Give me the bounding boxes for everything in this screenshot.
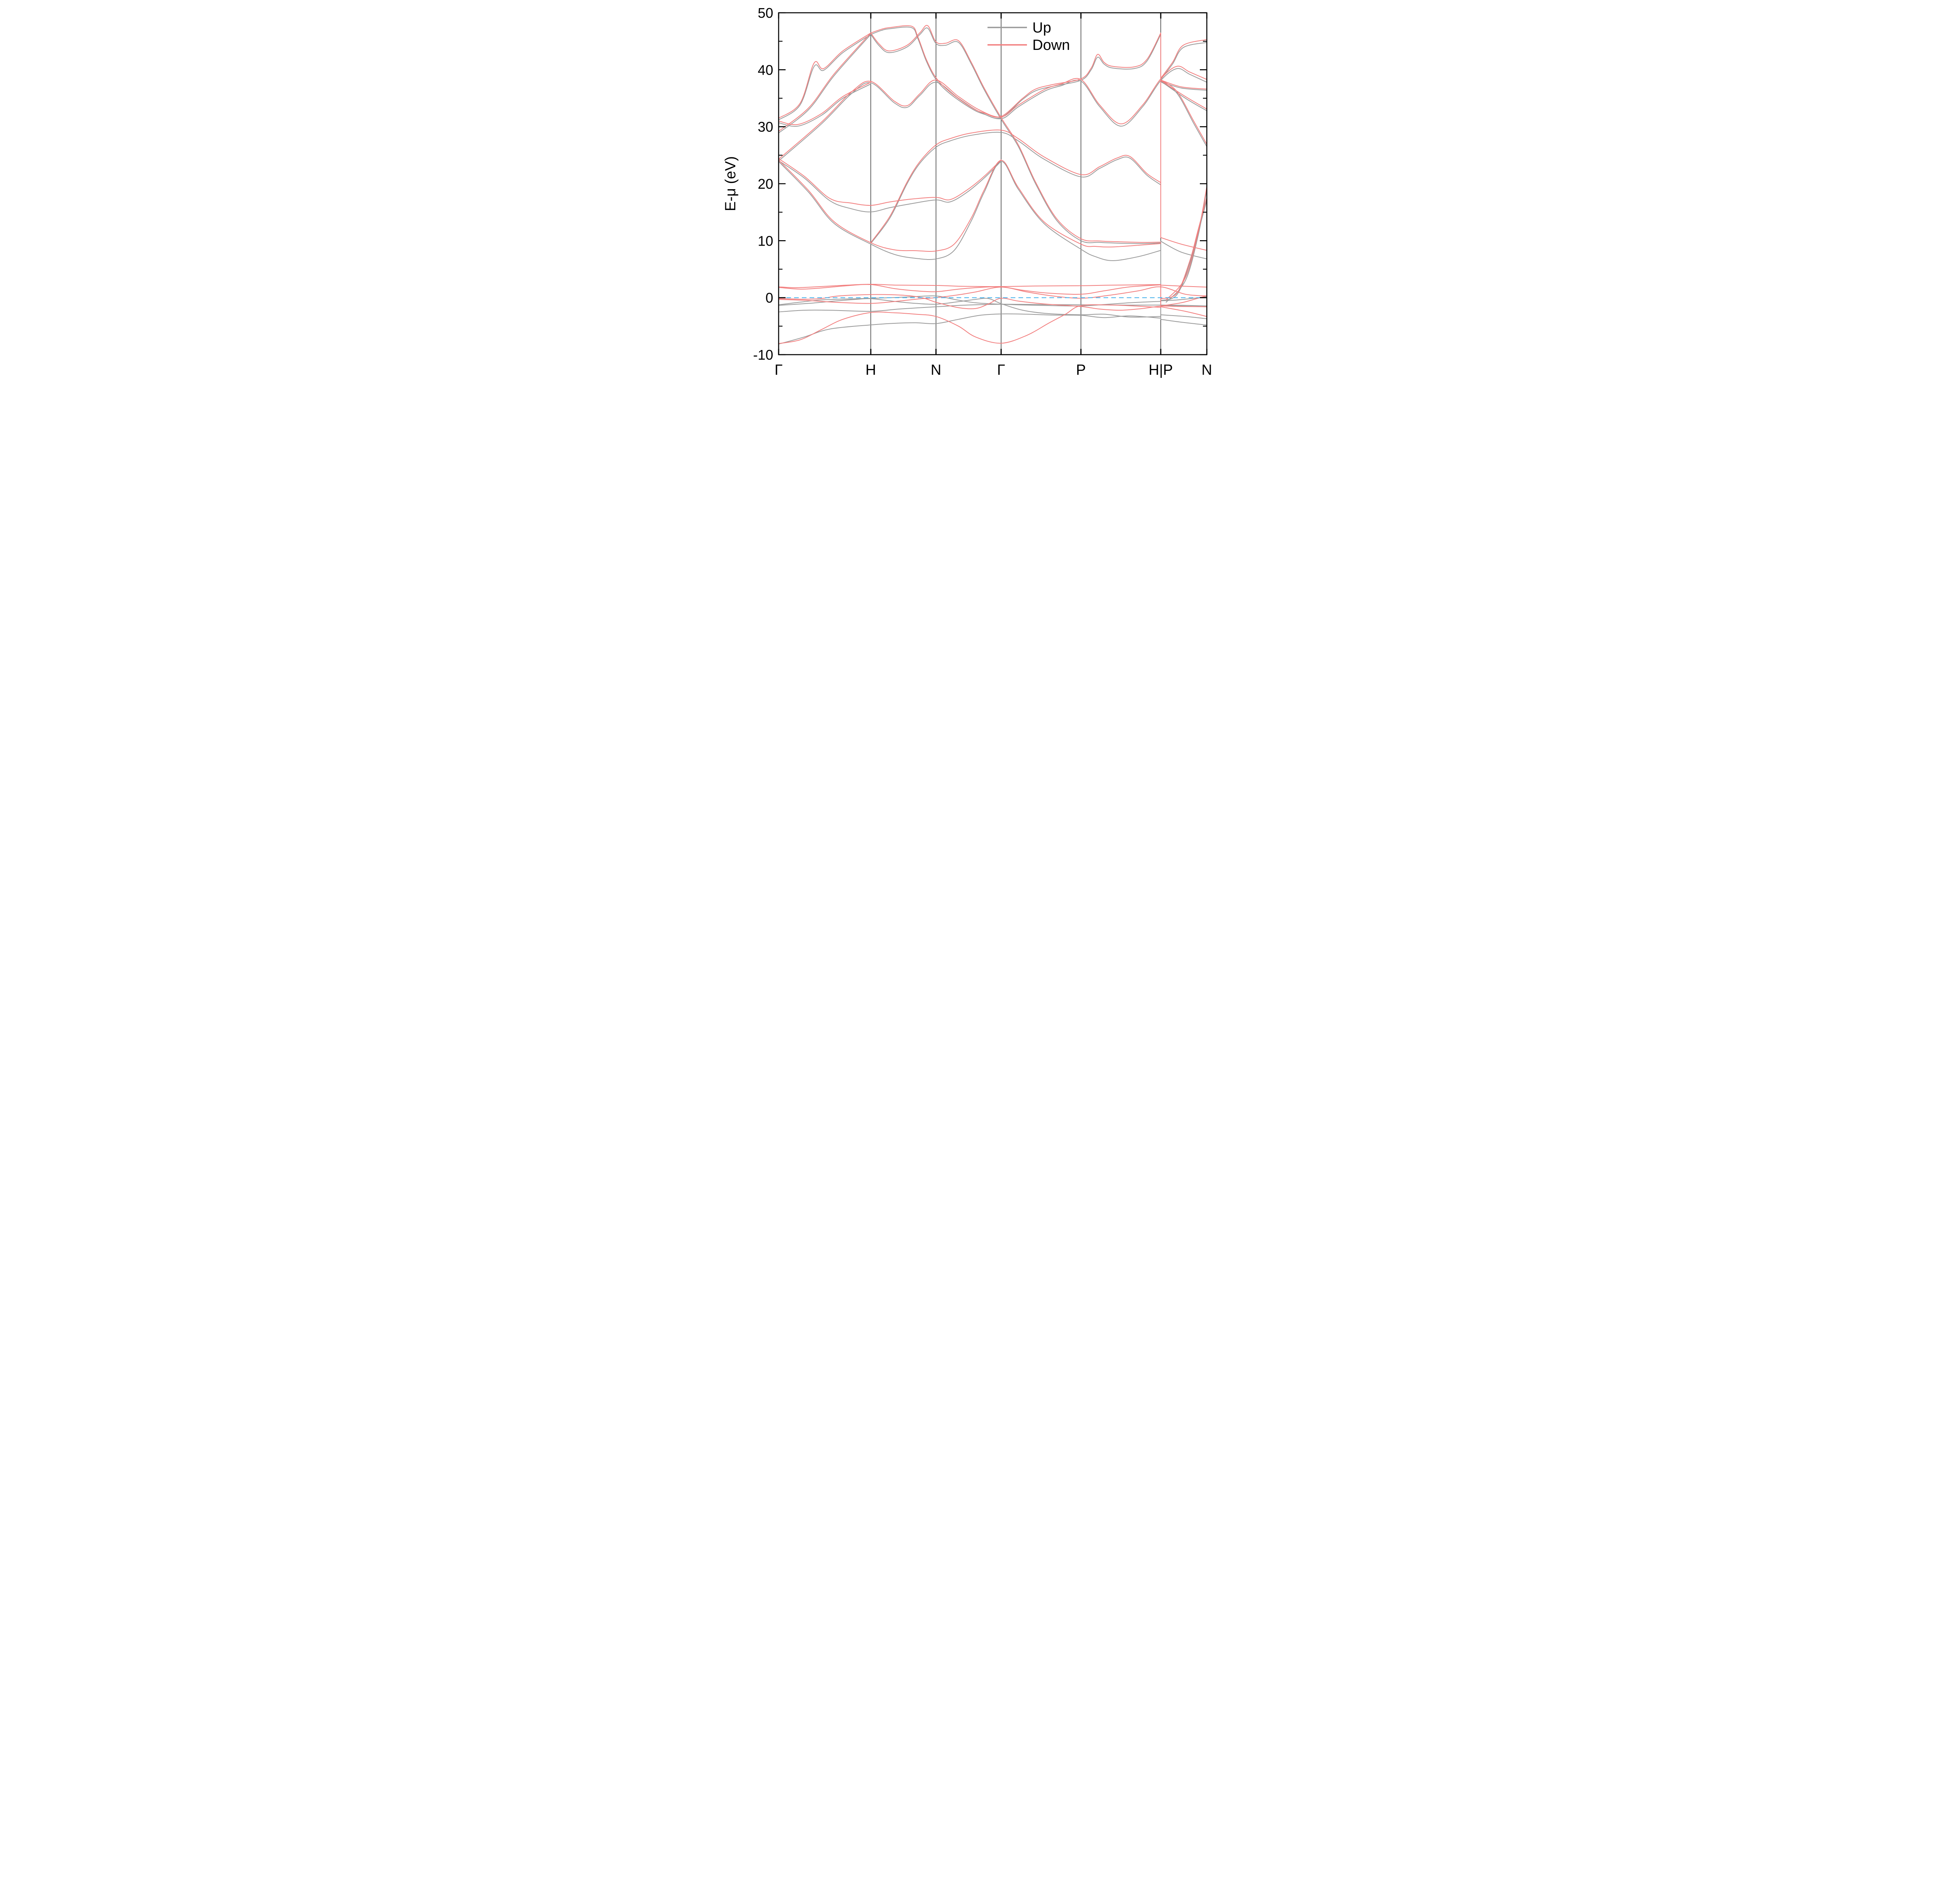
band-down-15 (778, 304, 1207, 344)
y-tick-labels: -10 0 10 20 30 40 50 (753, 5, 773, 363)
band-down-10 (870, 129, 1161, 243)
band-down-4 (870, 25, 1207, 251)
band-down-17 (778, 284, 1207, 306)
y-axis-label: E-μ (eV) (723, 156, 739, 211)
band-up-12 (1160, 80, 1207, 111)
bands-up (778, 26, 1207, 345)
band-up-4 (870, 26, 1207, 119)
x-tick-label-1: H (865, 362, 876, 378)
band-down-18 (778, 294, 1207, 311)
legend-up-label: Up (1032, 20, 1051, 36)
y-tick-label-50: 50 (758, 5, 773, 21)
band-up-13 (1160, 42, 1207, 80)
band-down-3 (778, 66, 1207, 160)
band-down-0 (778, 32, 871, 119)
band-down-7 (778, 158, 1002, 206)
band-up-3 (778, 68, 1207, 162)
x-tick-label-6: N (1201, 362, 1212, 378)
y-tick-label-0: 0 (765, 290, 773, 306)
x-tick-label-4: P (1076, 362, 1086, 378)
x-tick-labels: Γ H N Γ P H|P N (775, 362, 1212, 378)
band-up-1 (778, 34, 871, 133)
band-down-19 (778, 286, 1207, 304)
legend: Up Down (988, 20, 1070, 53)
y-tick-label--10: -10 (753, 347, 773, 363)
plot-background (718, 0, 1216, 381)
axis-ticks (778, 12, 1208, 355)
band-down-16 (778, 284, 1207, 288)
band-down-5 (870, 25, 1161, 243)
y-tick-label-20: 20 (758, 176, 773, 192)
band-down-6 (778, 159, 1161, 252)
x-tick-label-5: H|P (1149, 362, 1173, 378)
band-structure-figure: -10 0 10 20 30 40 50 Γ H N Γ P H|P N E-μ (eV) Up Dow… (718, 0, 1216, 381)
band-up-14 (778, 313, 1207, 345)
legend-down-label: Down (1032, 37, 1070, 53)
band-down-11 (1160, 79, 1207, 145)
band-down-12 (1160, 79, 1207, 90)
band-up-7 (778, 160, 1002, 212)
band-up-6 (778, 161, 1207, 261)
band-up-16 (778, 298, 1207, 318)
x-tick-label-2: N (931, 362, 941, 378)
band-down-14 (1160, 80, 1207, 109)
bands-down (778, 25, 1207, 344)
band-down-9 (1165, 186, 1207, 301)
x-tick-label-0: Γ (775, 362, 783, 378)
band-up-10 (870, 131, 1161, 244)
band-structure-chart: -10 0 10 20 30 40 50 Γ H N Γ P H|P N E-μ (eV) Up Dow… (718, 0, 1216, 381)
band-down-1 (778, 32, 871, 132)
y-tick-label-40: 40 (758, 62, 773, 78)
band-down-2 (778, 82, 871, 125)
y-tick-label-30: 30 (758, 119, 773, 135)
band-up-2 (778, 84, 871, 127)
band-up-0 (778, 34, 871, 120)
band-up-5 (870, 27, 1207, 326)
y-tick-label-10: 10 (758, 233, 773, 249)
x-tick-label-3: Γ (997, 362, 1005, 378)
band-down-13 (1160, 39, 1207, 79)
